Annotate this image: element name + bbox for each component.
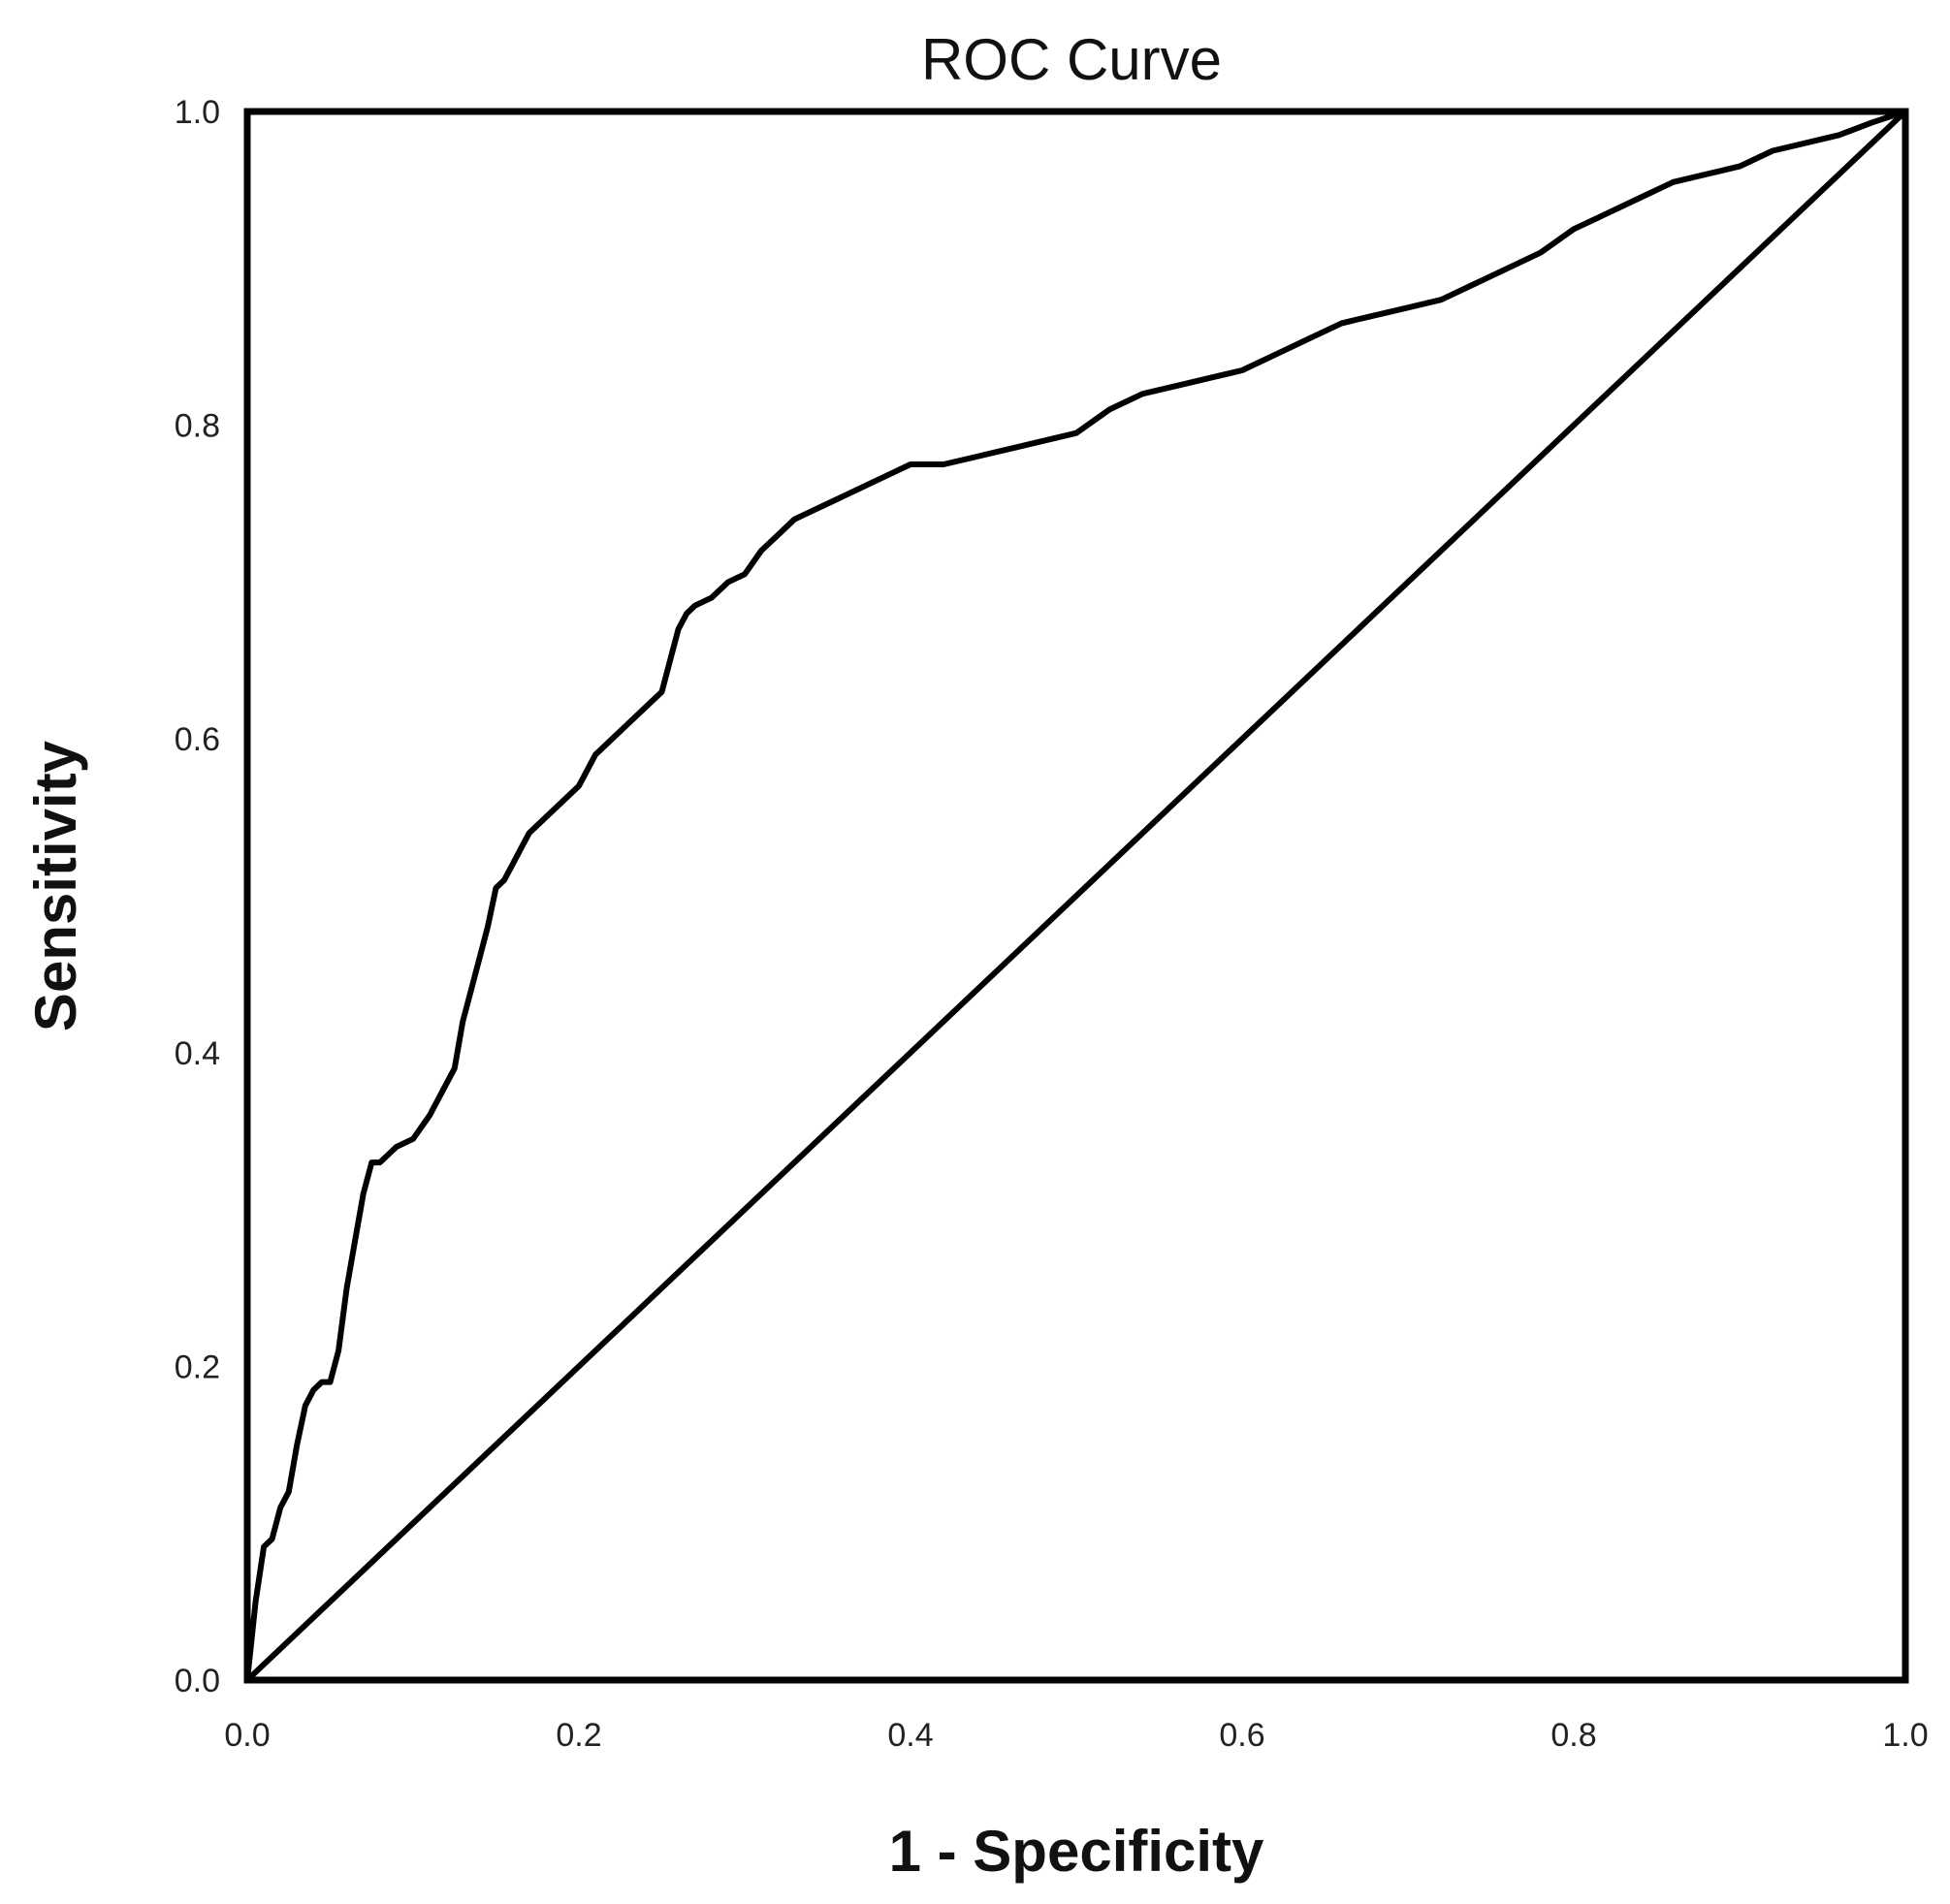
y-axis-label: Sensitivity [23, 740, 88, 1031]
y-tick-label: 0.2 [175, 1349, 220, 1385]
reference-diagonal-line [244, 109, 1908, 1683]
y-tick-label: 0.0 [175, 1663, 220, 1699]
x-tick-label: 1.0 [1882, 1717, 1928, 1754]
plot-area [243, 108, 1909, 1684]
x-tick-label: 0.0 [224, 1717, 270, 1754]
plot-frame [243, 108, 1909, 1684]
y-tick-labels: 0.0 0.2 0.4 0.6 0.8 1.0 [175, 94, 220, 1699]
x-axis-label: 1 - Specificity [889, 1819, 1264, 1884]
x-tick-labels: 0.0 0.2 0.4 0.6 0.8 1.0 [224, 1717, 1928, 1754]
x-tick-label: 0.4 [887, 1717, 933, 1754]
x-tick-label: 0.2 [556, 1717, 601, 1754]
y-tick-label: 1.0 [175, 94, 220, 131]
y-tick-label: 0.8 [175, 408, 220, 445]
roc-curve-line [244, 109, 1908, 1683]
chart-title: ROC Curve [921, 27, 1222, 92]
y-tick-label: 0.4 [175, 1035, 220, 1072]
y-tick-label: 0.6 [175, 721, 220, 758]
x-tick-label: 0.6 [1219, 1717, 1264, 1754]
x-tick-label: 0.8 [1550, 1717, 1596, 1754]
